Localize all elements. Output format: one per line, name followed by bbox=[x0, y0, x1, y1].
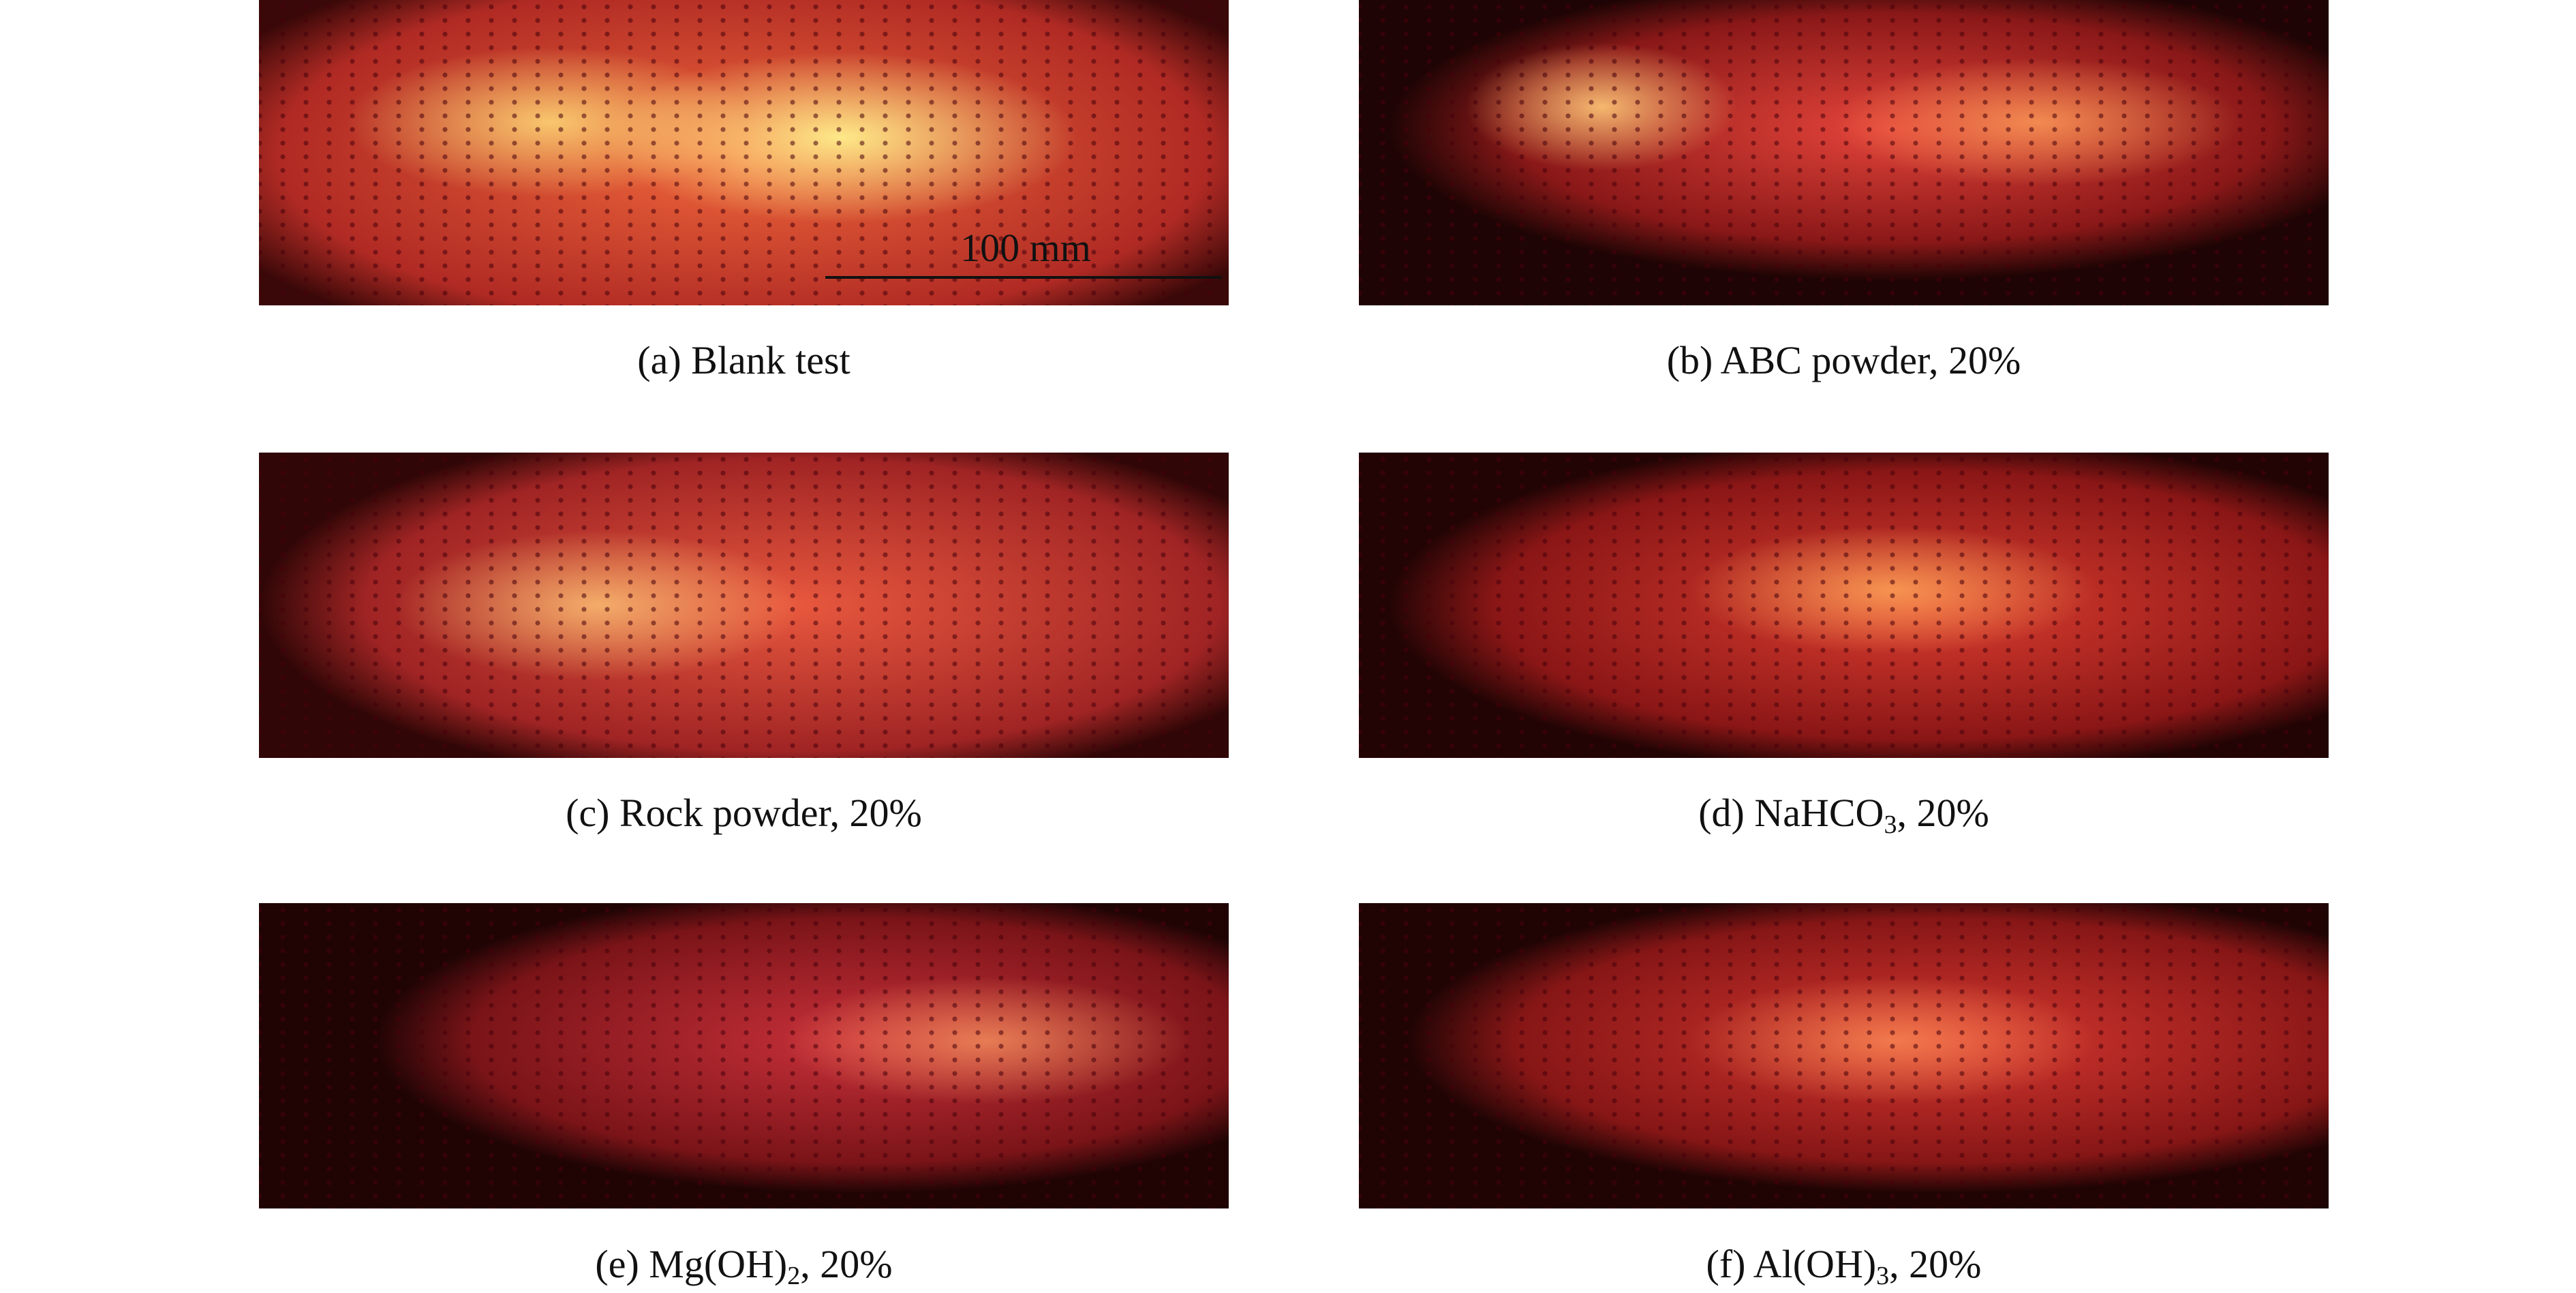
scale-bar bbox=[825, 276, 1222, 279]
flame-photo bbox=[259, 453, 1229, 758]
caption: (d) NaHCO3, 20% bbox=[1359, 791, 2329, 838]
caption-text: (e) Mg(OH) bbox=[595, 1242, 788, 1286]
caption: (c) Rock powder, 20% bbox=[259, 793, 1229, 833]
caption-text: 3 bbox=[1884, 810, 1897, 839]
flame-photo bbox=[1359, 453, 2329, 758]
caption-text: 2 bbox=[787, 1262, 801, 1290]
caption: (e) Mg(OH)2, 20% bbox=[259, 1242, 1229, 1290]
caption-text: , 20% bbox=[1897, 791, 1989, 835]
scale-bar-label: 100 mm bbox=[960, 226, 1091, 270]
caption: (f) Al(OH)3, 20% bbox=[1359, 1242, 2329, 1290]
caption: (b) ABC powder, 20% bbox=[1359, 341, 2329, 380]
caption-text: (f) Al(OH) bbox=[1706, 1242, 1877, 1286]
flame-photo bbox=[1359, 903, 2329, 1208]
caption-text: (b) ABC powder, 20% bbox=[1666, 338, 2021, 382]
flame-photo bbox=[259, 903, 1229, 1208]
caption-text: (c) Rock powder, 20% bbox=[566, 791, 922, 835]
caption: (a) Blank test bbox=[259, 341, 1229, 380]
caption-text: (a) Blank test bbox=[637, 338, 850, 382]
flame-photo bbox=[1359, 0, 2329, 305]
caption-text: 3 bbox=[1876, 1262, 1890, 1290]
caption-text: , 20% bbox=[800, 1242, 893, 1286]
flame-photo: 100 mm bbox=[259, 0, 1229, 305]
caption-text: (d) NaHCO bbox=[1698, 791, 1884, 835]
caption-text: , 20% bbox=[1889, 1242, 1982, 1286]
